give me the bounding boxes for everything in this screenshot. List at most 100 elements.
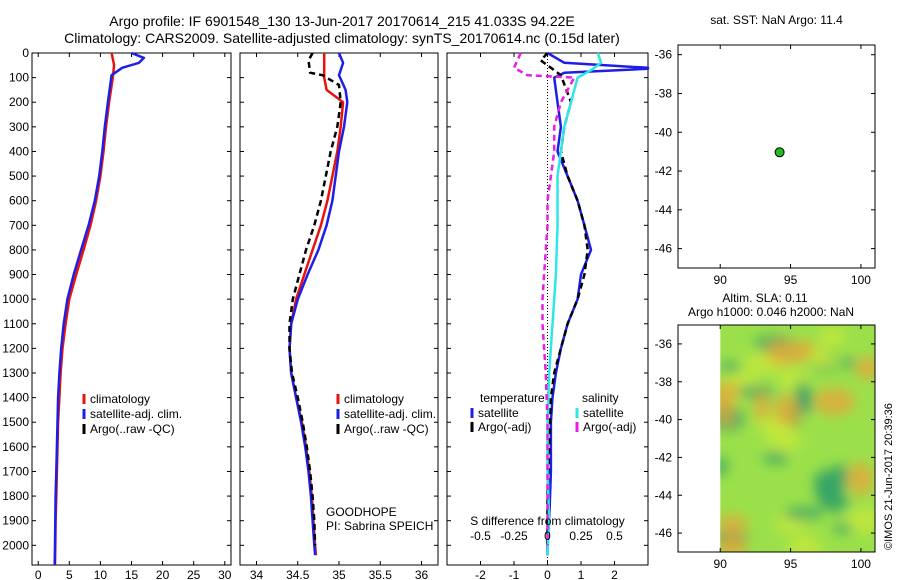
legend-entry: satellite-adj. clim. bbox=[344, 407, 436, 421]
salinity-difference-axis-label: S difference from climatology bbox=[470, 514, 625, 528]
legend-entry: Argo(..raw -QC) bbox=[90, 422, 175, 436]
sla-map-border bbox=[677, 324, 876, 553]
depth-tick-label: 100 bbox=[9, 71, 29, 85]
sst-latitude-tick-label: -42 bbox=[655, 164, 673, 178]
legend-heading-salinity: salinity bbox=[582, 391, 619, 405]
sla-latitude-tick-label: -38 bbox=[655, 375, 673, 389]
difference-xtick-label: 1 bbox=[578, 568, 585, 580]
difference-panel: -2-1012T difference from climatologyS di… bbox=[446, 51, 650, 580]
depth-tick-label: 700 bbox=[9, 218, 29, 232]
sla-field-patch bbox=[813, 388, 856, 416]
legend-entry: climatology bbox=[90, 392, 150, 406]
sla-field-patch bbox=[795, 380, 809, 413]
sst-map-title: sat. SST: NaN Argo: 11.4 bbox=[710, 13, 843, 27]
depth-tick-label: 1700 bbox=[2, 464, 29, 478]
sla-map-title-line2: Argo h1000: 0.046 h2000: NaN bbox=[688, 305, 854, 319]
depth-tick-label: 900 bbox=[9, 268, 29, 282]
sla-longitude-tick-label: 90 bbox=[714, 557, 728, 571]
s-difference-tick-label: -0.5 bbox=[470, 529, 491, 543]
depth-tick-label: 1400 bbox=[2, 391, 29, 405]
sst-longitude-tick-label: 95 bbox=[784, 273, 798, 287]
legend-entry: climatology bbox=[344, 392, 404, 406]
temperature-xtick-label: 30 bbox=[218, 568, 232, 580]
depth-tick-label: 1100 bbox=[3, 317, 29, 331]
sla-field-patch bbox=[720, 382, 743, 395]
legend-heading-temperature: temperature bbox=[480, 391, 545, 405]
salinity-panel: 3434.53535.536salinityclimatologysatelli… bbox=[239, 52, 439, 580]
s-difference-tick-label: 0 bbox=[544, 529, 551, 543]
sla-field-patch bbox=[847, 462, 874, 496]
sla-latitude-tick-label: -46 bbox=[655, 526, 673, 540]
sst-latitude-tick-label: -46 bbox=[655, 242, 673, 256]
sst-longitude-tick-label: 100 bbox=[851, 273, 871, 287]
sla-field-patch bbox=[813, 468, 847, 499]
sla-heatmap bbox=[720, 325, 876, 552]
difference-xtick-label: 0 bbox=[544, 568, 551, 580]
sla-longitude-tick-label: 100 bbox=[851, 557, 871, 571]
salinity-plot-frame bbox=[239, 52, 439, 566]
salinity-xtick-label: 34 bbox=[250, 568, 264, 580]
sla-field-patch bbox=[720, 361, 742, 373]
sla-map-title-line1: Altim. SLA: 0.11 bbox=[722, 291, 807, 305]
sla-longitude-tick-label: 95 bbox=[784, 557, 798, 571]
depth-tick-label: 1600 bbox=[2, 440, 29, 454]
sla-latitude-tick-label: -42 bbox=[655, 450, 673, 464]
temperature-xtick-label: 5 bbox=[66, 568, 73, 580]
series-line-satellite-adj-clim- bbox=[53, 51, 146, 566]
depth-tick-label: 0 bbox=[22, 46, 29, 60]
sla-field-patch bbox=[767, 423, 802, 453]
sst-latitude-tick-label: -40 bbox=[655, 125, 673, 139]
sla-field-patch bbox=[720, 514, 748, 535]
sla-field-patch bbox=[842, 357, 856, 370]
salinity-xtick-label: 35 bbox=[332, 568, 346, 580]
sla-field-patch bbox=[845, 507, 876, 533]
sst-latitude-tick-label: -44 bbox=[655, 203, 673, 217]
figure-title-line1: Argo profile: IF 6901548_130 13-Jun-2017… bbox=[109, 13, 575, 29]
argo-position-marker bbox=[774, 147, 785, 158]
sla-latitude-tick-label: -36 bbox=[655, 337, 673, 351]
temperature-panel: 0100200300400500600700800900100011001200… bbox=[2, 46, 231, 580]
pi-name-label: PI: Sabrina SPEICH bbox=[326, 519, 433, 533]
depth-tick-label: 200 bbox=[9, 95, 29, 109]
sla-field-patch bbox=[783, 506, 823, 521]
temperature-plot-frame bbox=[31, 52, 232, 566]
legend-entry: satellite bbox=[583, 406, 624, 420]
depth-tick-label: 800 bbox=[9, 243, 29, 257]
sla-field-patch bbox=[720, 533, 747, 552]
legend-entry: satellite bbox=[478, 406, 519, 420]
series-line-argo-raw-qc- bbox=[288, 52, 342, 546]
sla-field-patch bbox=[765, 339, 806, 366]
sla-field-patch bbox=[788, 534, 821, 552]
legend-entry: Argo(-adj) bbox=[583, 420, 636, 434]
sla-field-patch bbox=[754, 391, 769, 423]
depth-tick-label: 1800 bbox=[2, 489, 29, 503]
legend-entry: satellite-adj. clim. bbox=[90, 407, 182, 421]
depth-tick-label: 300 bbox=[9, 120, 29, 134]
salinity-xtick-label: 36 bbox=[415, 568, 429, 580]
salinity-xtick-label: 34.5 bbox=[286, 568, 310, 580]
copyright-side-label: ©IMOS 21-Jun-2017 20:39:36 bbox=[883, 403, 895, 550]
temperature-xtick-label: 20 bbox=[156, 568, 170, 580]
depth-tick-label: 500 bbox=[9, 169, 29, 183]
depth-tick-label: 400 bbox=[9, 144, 29, 158]
series-line-t-argo-adj- bbox=[539, 52, 589, 546]
depth-tick-label: 1300 bbox=[2, 366, 29, 380]
float-program-label: GOODHOPE bbox=[326, 505, 397, 519]
s-difference-tick-label: 0.25 bbox=[569, 529, 593, 543]
sla-field-patch bbox=[720, 456, 728, 477]
sst-latitude-tick-label: -36 bbox=[655, 48, 673, 62]
salinity-xtick-label: 35.5 bbox=[369, 568, 393, 580]
sla-heatmap-blobs bbox=[720, 326, 876, 552]
depth-tick-label: 1200 bbox=[2, 341, 29, 355]
series-line-satellite-adj-clim- bbox=[288, 52, 349, 556]
sla-latitude-tick-label: -44 bbox=[655, 488, 673, 502]
difference-xtick-label: -1 bbox=[509, 568, 520, 580]
legend-entry: Argo(-adj) bbox=[478, 420, 531, 434]
sla-field-patch bbox=[822, 492, 851, 513]
sla-field-patch bbox=[855, 356, 876, 380]
s-difference-tick-label: 0.5 bbox=[606, 529, 623, 543]
sla-field-patch bbox=[720, 400, 735, 427]
depth-tick-label: 600 bbox=[9, 194, 29, 208]
sla-field-patch bbox=[832, 523, 854, 534]
